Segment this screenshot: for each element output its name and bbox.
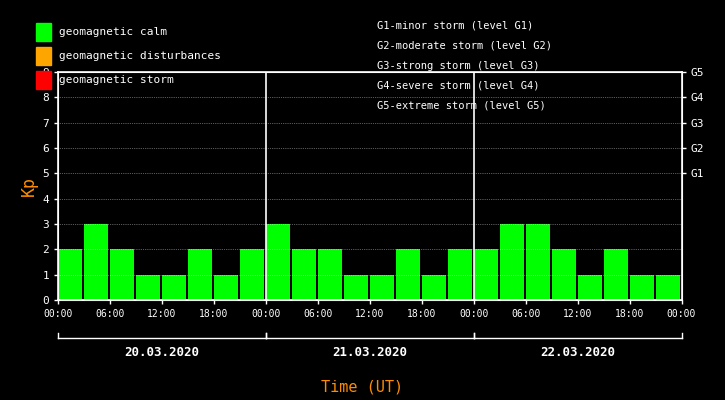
Bar <box>682 249 705 300</box>
Bar <box>473 249 498 300</box>
Bar <box>266 249 290 300</box>
Bar <box>291 249 316 300</box>
Text: G5-extreme storm (level G5): G5-extreme storm (level G5) <box>377 101 546 111</box>
Bar <box>447 249 472 300</box>
Bar <box>318 249 342 300</box>
Bar <box>344 275 368 300</box>
Bar <box>578 275 602 300</box>
Bar <box>84 224 108 300</box>
Bar <box>708 249 725 300</box>
Text: G3-strong storm (level G3): G3-strong storm (level G3) <box>377 61 539 71</box>
Bar <box>162 275 186 300</box>
Bar <box>240 249 264 300</box>
Y-axis label: Kp: Kp <box>20 176 38 196</box>
Text: G1-minor storm (level G1): G1-minor storm (level G1) <box>377 21 534 31</box>
Text: Time (UT): Time (UT) <box>321 380 404 395</box>
Text: 20.03.2020: 20.03.2020 <box>125 346 199 359</box>
Text: G4-severe storm (level G4): G4-severe storm (level G4) <box>377 81 539 91</box>
Text: geomagnetic disturbances: geomagnetic disturbances <box>59 51 220 61</box>
Text: G2-moderate storm (level G2): G2-moderate storm (level G2) <box>377 41 552 51</box>
Bar <box>370 275 394 300</box>
Bar <box>58 249 82 300</box>
Text: geomagnetic calm: geomagnetic calm <box>59 27 167 37</box>
Bar <box>603 249 628 300</box>
Text: geomagnetic storm: geomagnetic storm <box>59 75 173 85</box>
Text: 22.03.2020: 22.03.2020 <box>540 346 615 359</box>
Bar <box>266 224 290 300</box>
Text: 21.03.2020: 21.03.2020 <box>332 346 407 359</box>
Bar <box>110 249 134 300</box>
Bar <box>396 249 420 300</box>
Bar <box>552 249 576 300</box>
Bar <box>422 275 446 300</box>
Bar <box>188 249 212 300</box>
Bar <box>655 275 680 300</box>
Bar <box>214 275 238 300</box>
Bar <box>526 224 550 300</box>
Bar <box>629 275 654 300</box>
Bar <box>473 249 498 300</box>
Bar <box>136 275 160 300</box>
Bar <box>500 224 524 300</box>
